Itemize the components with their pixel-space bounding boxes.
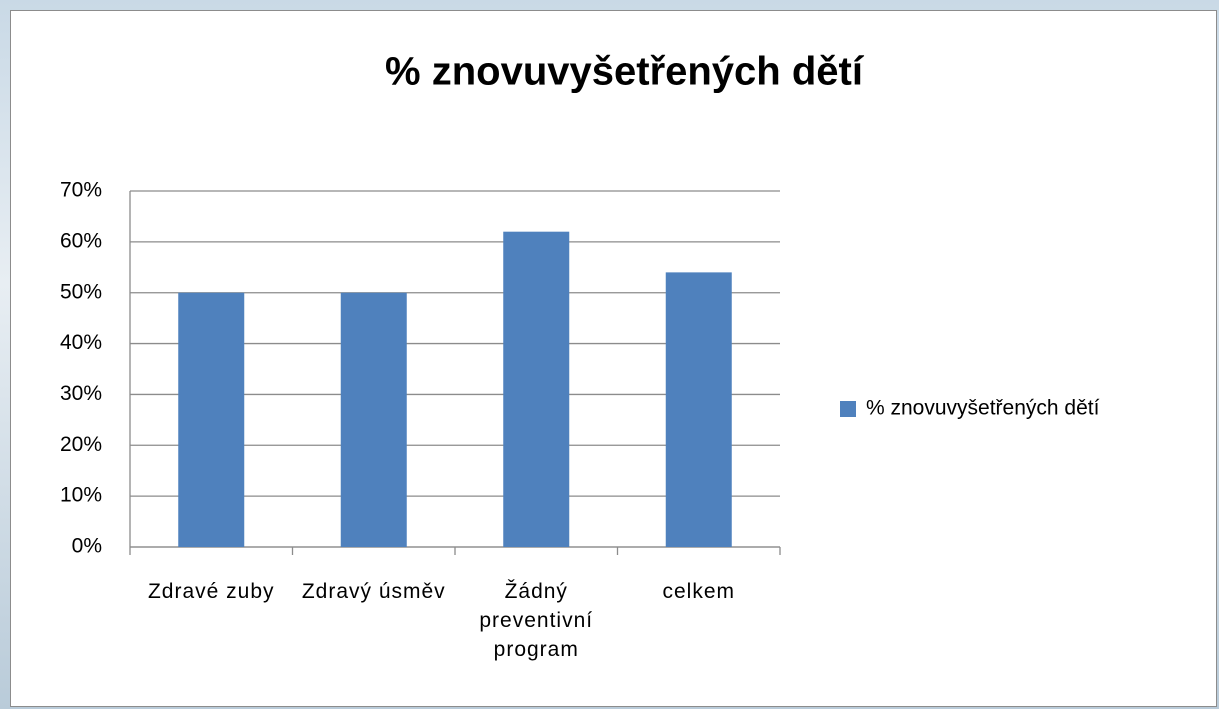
x-tick-label: Zdravé zuby bbox=[147, 580, 275, 603]
y-tick-label: 70% bbox=[60, 179, 102, 202]
bar bbox=[503, 231, 570, 547]
x-tick-label: Zdravý úsměv bbox=[301, 580, 446, 603]
chart-title: % znovuvyšetřených dětí bbox=[385, 50, 865, 94]
x-tick-label: Žádný preventivní program bbox=[479, 580, 594, 661]
y-tick-label: 60% bbox=[60, 229, 102, 252]
y-tick-label: 10% bbox=[60, 484, 102, 507]
bar bbox=[340, 292, 407, 547]
y-tick-label: 30% bbox=[60, 382, 102, 405]
y-tick-label: 20% bbox=[60, 433, 102, 456]
legend-label: % znovuvyšetřených dětí bbox=[866, 397, 1100, 420]
y-tick-label: 40% bbox=[60, 331, 102, 354]
legend-swatch bbox=[840, 401, 856, 417]
bar bbox=[665, 272, 732, 547]
y-tick-label: 50% bbox=[60, 280, 102, 303]
x-tick-label: celkem bbox=[662, 580, 736, 603]
y-tick-label: 0% bbox=[72, 535, 102, 558]
bar bbox=[178, 292, 245, 547]
